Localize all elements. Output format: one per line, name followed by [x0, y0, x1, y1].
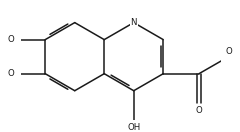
Text: N: N — [131, 18, 137, 27]
Text: O: O — [8, 69, 14, 78]
Text: O: O — [196, 106, 202, 115]
Text: O: O — [8, 35, 14, 44]
Text: O: O — [226, 47, 233, 56]
Text: OH: OH — [127, 123, 140, 132]
